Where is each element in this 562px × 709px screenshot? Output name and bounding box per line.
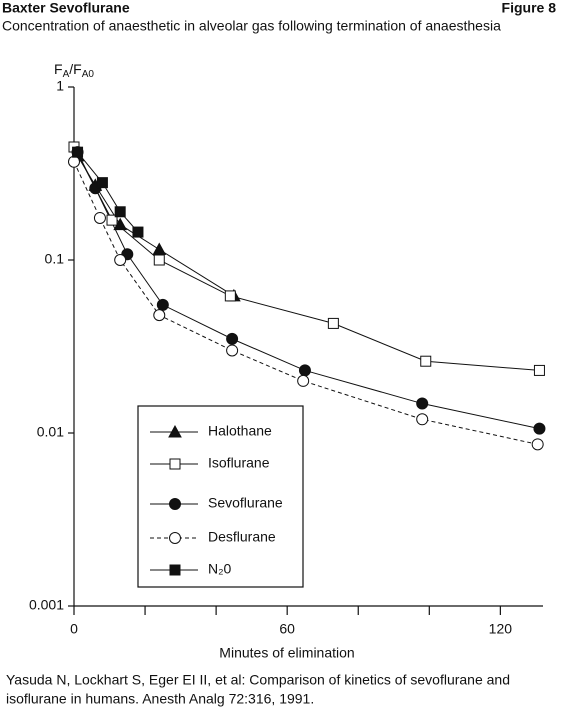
legend-label: N₂0: [208, 561, 232, 577]
legend-label: Halothane: [208, 423, 272, 439]
legend-label: Desflurane: [208, 529, 276, 545]
marker: [420, 355, 432, 367]
marker: [114, 254, 127, 266]
legend-marker: [169, 458, 181, 470]
chart-title: Concentration of anaesthetic in alveolar…: [2, 18, 501, 34]
marker: [114, 206, 126, 218]
y-label-part: /F: [69, 61, 81, 77]
marker: [152, 242, 167, 255]
legend-marker: [169, 498, 181, 510]
marker: [298, 364, 311, 377]
y-label-sub: A: [63, 69, 70, 80]
series-line: [77, 151, 139, 233]
marker: [72, 146, 84, 158]
x-axis-label: Minutes of elimination: [219, 645, 354, 661]
marker: [416, 413, 429, 426]
legend-marker: [168, 424, 182, 438]
y-tick-label: 0.1: [45, 251, 65, 267]
y-label-part: F: [54, 61, 63, 77]
legend-label: Sevoflurane: [208, 495, 283, 511]
marker: [226, 332, 239, 345]
marker: [153, 254, 165, 266]
series-line: [73, 146, 540, 371]
series-line: [77, 151, 540, 430]
x-tick-label: 60: [279, 621, 295, 637]
marker: [156, 298, 169, 311]
marker: [106, 214, 118, 226]
marker: [533, 422, 546, 435]
marker: [226, 344, 239, 357]
citation: Yasuda N, Lockhart S, Eger EI II, et al:…: [6, 672, 510, 688]
y-tick-label: 1: [56, 78, 64, 94]
marker: [416, 397, 429, 410]
header: Baxter Sevoflurane: [2, 0, 130, 16]
y-axis-label: FA/FA0: [54, 61, 94, 80]
legend-marker: [169, 532, 181, 544]
series-line: [77, 155, 235, 297]
marker: [132, 226, 144, 238]
citation: isoflurane in humans. Anesth Analg 72:31…: [6, 691, 314, 707]
figure-number: Figure 8: [502, 0, 557, 16]
y-tick-label: 0.01: [37, 424, 64, 440]
marker: [533, 364, 545, 376]
marker: [531, 438, 544, 451]
series-line: [73, 161, 538, 445]
y-label-sub: A0: [82, 69, 95, 80]
x-tick-label: 0: [70, 621, 78, 637]
legend-marker: [169, 564, 181, 576]
marker: [93, 211, 106, 224]
marker: [153, 309, 166, 322]
marker: [327, 317, 339, 329]
legend-label: Isoflurane: [208, 455, 270, 471]
marker: [224, 290, 236, 302]
x-tick-label: 120: [489, 621, 513, 637]
marker: [297, 374, 310, 387]
legend-box: [137, 405, 304, 588]
y-tick-label: 0.001: [29, 597, 64, 613]
marker: [68, 155, 80, 168]
marker: [96, 177, 108, 189]
